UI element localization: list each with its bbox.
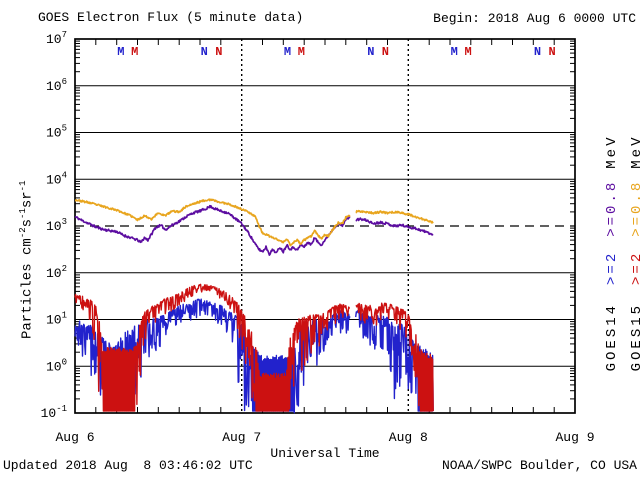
y-axis-label-text: sr — [19, 191, 36, 209]
credit-text: NOAA/SWPC Boulder, CO USA — [441, 458, 637, 473]
y-axis-label-exponent: -2 — [18, 227, 28, 239]
marker-m: M — [464, 45, 471, 59]
y-tick-label: 10-1 — [41, 404, 67, 421]
x-tick-label: Aug 7 — [222, 430, 261, 445]
series-goes15-0.8-mev — [74, 198, 434, 247]
legend-goes15-satellite: GOES15 — [629, 302, 640, 372]
marker-n: N — [548, 45, 555, 59]
y-axis-label: Particles cm-2s-1sr-1 — [15, 119, 36, 339]
y-axis-label-exponent: -1 — [18, 208, 28, 219]
marker-m: M — [298, 45, 305, 59]
marker-n: N — [534, 45, 541, 59]
y-tick-label: 103 — [46, 217, 67, 234]
marker-m: M — [131, 45, 138, 59]
y-tick-label: 107 — [46, 30, 67, 47]
x-tick-label: Aug 6 — [55, 430, 94, 445]
legend-goes14-unit: MeV — [604, 134, 620, 169]
y-tick-label: 106 — [46, 77, 67, 94]
marker-n: N — [215, 45, 222, 59]
marker-m: M — [451, 45, 458, 59]
plot-frame — [74, 38, 576, 414]
updated-timestamp: Updated 2018 Aug 8 03:46:02 UTC — [3, 458, 253, 473]
y-tick-label: 105 — [46, 124, 67, 141]
marker-m: M — [284, 45, 291, 59]
y-tick-label: 102 — [46, 264, 67, 281]
y-tick-label: 101 — [46, 311, 67, 328]
y-tick-label: 100 — [46, 357, 67, 374]
legend-goes15: GOES15 >=2 >=0.8 MeV — [612, 135, 640, 417]
series-goes15-2-mev — [74, 283, 434, 412]
legend-goes15-unit: MeV — [629, 134, 640, 169]
page-title: GOES Electron Flux (5 minute data) — [38, 10, 304, 25]
marker-n: N — [367, 45, 374, 59]
series-goes14-0.8-mev — [74, 204, 434, 256]
y-axis-label-exponent: -1 — [18, 180, 28, 192]
legend-goes14: GOES14>=2>=0.8MeV — [587, 135, 620, 417]
legend-goes15-e08: >=0.8 — [629, 179, 640, 237]
y-tick-label: 104 — [46, 170, 67, 187]
begin-timestamp: Begin: 2018 Aug 6 0000 UTC — [433, 11, 636, 26]
y-axis-label-text: Particles cm — [19, 238, 36, 339]
y-axis-label-text: s — [19, 218, 36, 228]
x-tick-label: Aug 8 — [389, 430, 428, 445]
legend-goes15-e2: >=2 — [629, 250, 640, 285]
x-axis-title: Universal Time — [270, 446, 379, 461]
marker-n: N — [201, 45, 208, 59]
x-tick-label: Aug 9 — [555, 430, 594, 445]
marker-m: M — [117, 45, 124, 59]
marker-n: N — [382, 45, 389, 59]
